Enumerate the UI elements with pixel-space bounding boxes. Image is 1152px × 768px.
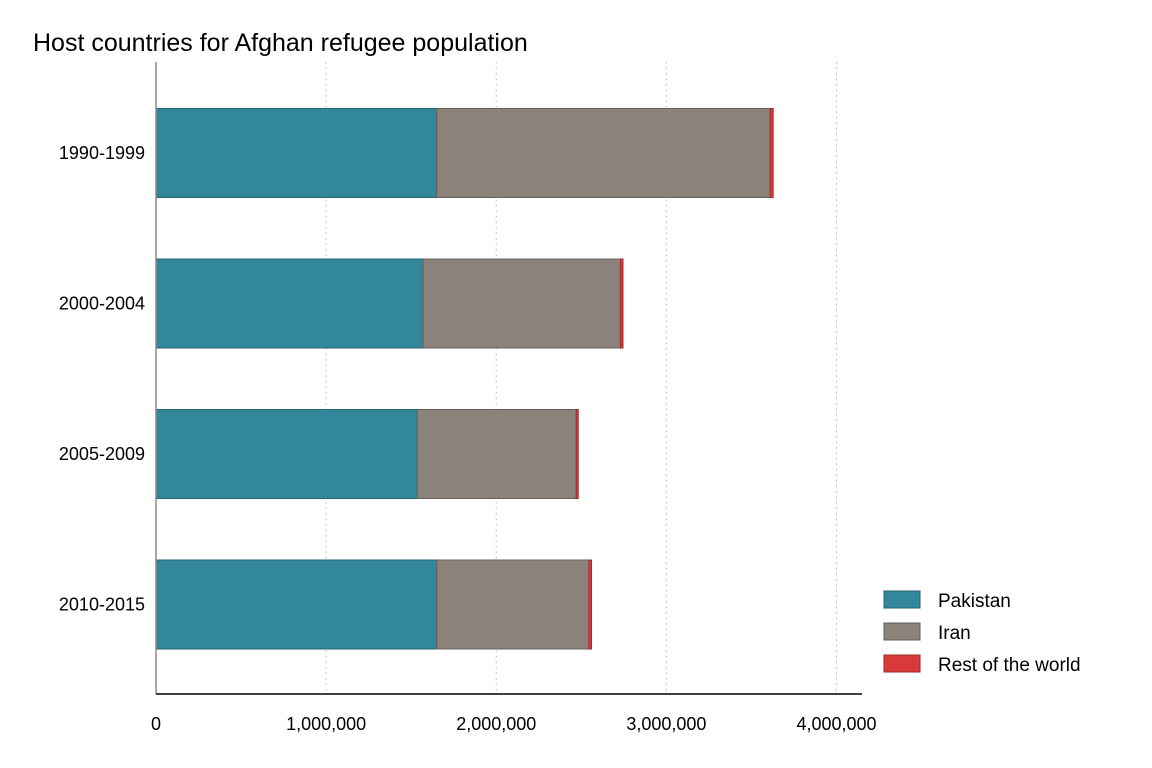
bar-rest-of-the-world-2000-2004 [619, 258, 624, 349]
bar-iran-1990-1999 [436, 108, 771, 198]
x-tick-label: 4,000,000 [796, 714, 876, 734]
x-tick-label: 1,000,000 [286, 714, 366, 734]
legend-label: Rest of the world [938, 655, 1081, 676]
bar-pakistan-2010-2015 [155, 559, 438, 650]
legend-label: Pakistan [938, 591, 1011, 612]
bars [155, 108, 774, 650]
y-tick-label: 2005-2009 [59, 444, 145, 464]
y-tick-label: 2000-2004 [59, 294, 145, 314]
bar-iran-2005-2009 [416, 409, 577, 499]
legend-swatch [883, 654, 921, 673]
bar-rest-of-the-world-2010-2015 [588, 559, 593, 650]
legend: Pakistan Iran Rest of the world [883, 590, 1081, 676]
bar-iran-2010-2015 [436, 559, 590, 650]
x-tick-label: 0 [151, 714, 161, 734]
x-tick-label: 2,000,000 [456, 714, 536, 734]
x-tick-label: 3,000,000 [626, 714, 706, 734]
axes: 1990-1999 2000-2004 2005-2009 2010-2015 0 1,0… [59, 62, 877, 734]
bar-iran-2000-2004 [422, 258, 621, 349]
y-tick-label: 1990-1999 [59, 143, 145, 163]
bar-rest-of-the-world-2005-2009 [575, 409, 579, 499]
chart-title: Host countries for Afghan refugee popula… [33, 29, 528, 57]
bar-pakistan-2000-2004 [155, 258, 424, 349]
bar-pakistan-2005-2009 [155, 409, 418, 499]
y-tick-label: 2010-2015 [59, 595, 145, 615]
legend-swatch [883, 590, 921, 609]
bar-pakistan-1990-1999 [155, 108, 438, 198]
legend-swatch [883, 622, 921, 641]
bar-rest-of-the-world-1990-1999 [769, 108, 774, 198]
legend-label: Iran [938, 623, 971, 644]
